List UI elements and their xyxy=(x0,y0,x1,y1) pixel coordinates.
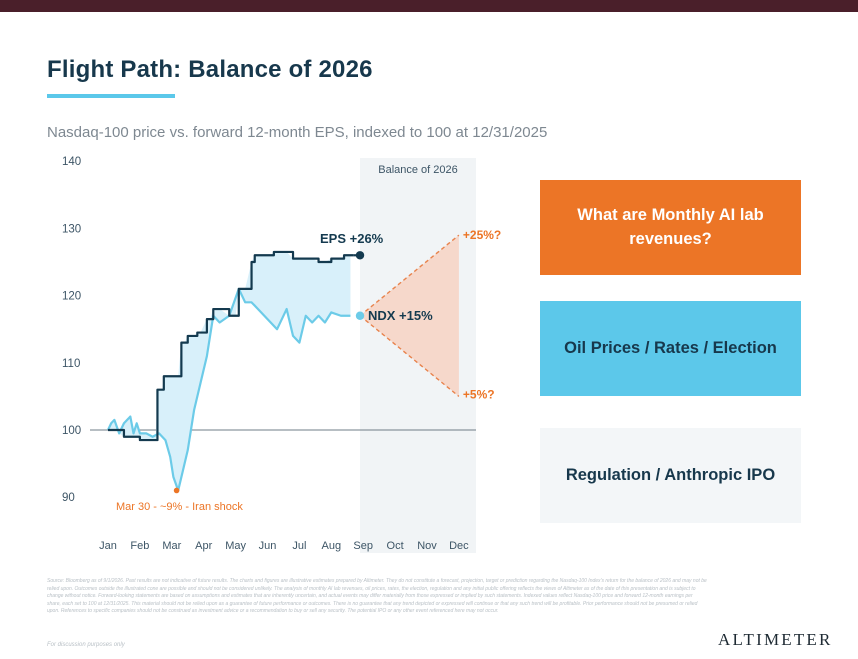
x-tick-label: Feb xyxy=(130,540,149,552)
eps-series-line xyxy=(108,250,354,442)
callout-regulation-ipo: Regulation / Anthropic IPO xyxy=(540,428,801,523)
x-tick-label: Jan xyxy=(99,540,117,552)
x-tick-label: Aug xyxy=(322,540,342,552)
y-tick-label: 90 xyxy=(62,492,75,504)
discussion-disclaimer: For discussion purposes only xyxy=(47,642,125,648)
x-tick-label: Apr xyxy=(195,540,212,552)
projection-cone xyxy=(360,235,459,397)
y-tick-label: 110 xyxy=(62,358,80,370)
x-tick-label: Nov xyxy=(417,540,437,552)
x-tick-label: Jul xyxy=(292,540,306,552)
line-chart: Balance of 2026 90 100 110 120 130 140 Jan Feb Ma… xyxy=(62,156,501,553)
x-tick-label: Oct xyxy=(387,540,404,552)
projection-lower-bound xyxy=(359,315,460,397)
x-tick-label: May xyxy=(225,540,246,552)
page-title: Flight Path: Balance of 2026 xyxy=(47,56,373,83)
projection-upper-bound xyxy=(359,234,460,317)
callout-ai-lab-revenues: What are Monthly AI lab revenues? xyxy=(540,180,801,275)
eps-end-point xyxy=(355,251,365,260)
x-tick-label: Mar xyxy=(162,540,181,552)
title-underline xyxy=(47,94,175,98)
chart-subtitle: Nasdaq-100 price vs. forward 12-month EP… xyxy=(47,124,548,141)
source-footnote: Source: Bloomberg as of 9/1/2026. Past r… xyxy=(47,578,707,615)
ndx-end-point xyxy=(355,311,365,320)
y-tick-label: 100 xyxy=(62,425,81,437)
y-tick-label: 120 xyxy=(62,291,81,303)
eps-end-label: EPS +26% xyxy=(320,231,384,246)
top-accent-bar xyxy=(0,0,858,12)
ndx-series-line xyxy=(107,287,351,492)
x-tick-label: Jun xyxy=(259,540,277,552)
y-tick-label: 140 xyxy=(62,156,81,168)
shock-marker xyxy=(173,487,180,494)
shaded-region-label: Balance of 2026 xyxy=(378,164,458,176)
x-tick-label: Dec xyxy=(449,540,469,552)
y-tick-label: 130 xyxy=(62,223,81,235)
shock-annotation: Mar 30 - ~9% - Iran shock xyxy=(116,501,243,513)
projection-lower-label: +5%? xyxy=(463,387,495,401)
callout-oil-rates-election: Oil Prices / Rates / Election xyxy=(540,301,801,396)
x-tick-label: Sep xyxy=(353,540,373,552)
ndx-end-label: NDX +15% xyxy=(368,308,433,323)
eps-ndx-gap-fill xyxy=(108,251,351,491)
projection-upper-label: +25%? xyxy=(463,228,501,242)
altimeter-logo: ALTIMETER xyxy=(718,630,833,649)
